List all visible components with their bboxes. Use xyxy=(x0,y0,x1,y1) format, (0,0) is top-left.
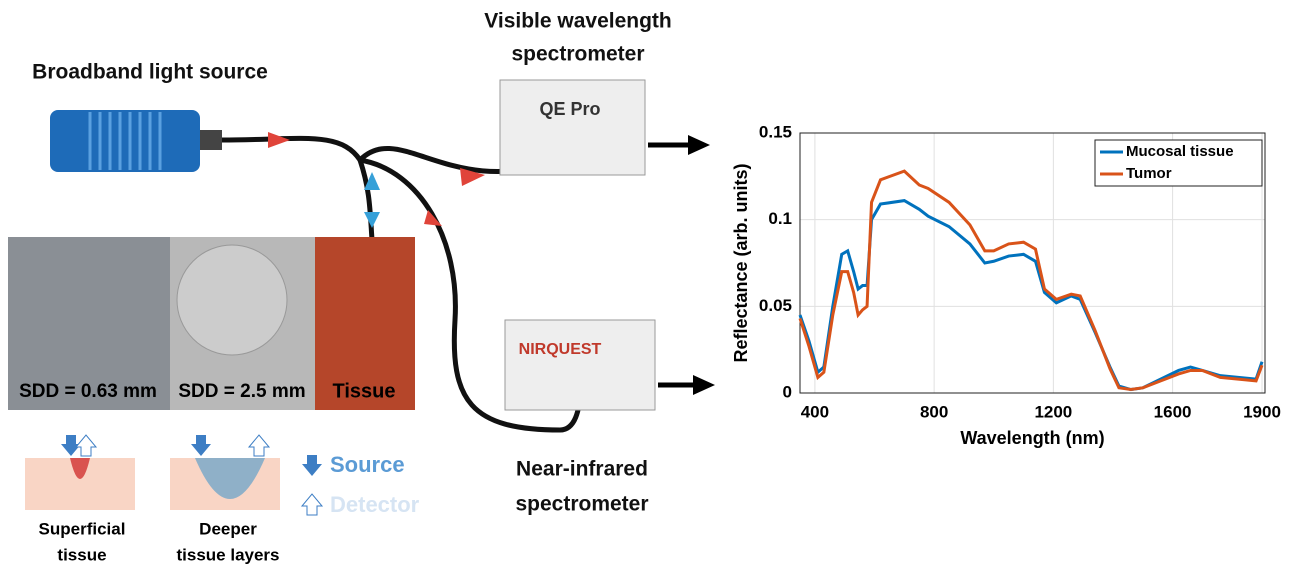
y-axis-label: Reflectance (arb. units) xyxy=(731,163,751,362)
x-tick-label: 1600 xyxy=(1154,402,1192,421)
legend-source: Source xyxy=(330,452,405,477)
visible-label: Visible wavelength xyxy=(484,10,672,33)
sdd-label: SDD = 0.63 mm xyxy=(19,381,157,402)
arrow-heads xyxy=(268,132,485,228)
brand-label: NIRQUEST xyxy=(519,341,602,358)
series-line xyxy=(798,199,1264,392)
x-axis-label: Wavelength (nm) xyxy=(960,428,1104,448)
x-tick-label: 800 xyxy=(920,402,948,421)
x-tick-label: 1900 xyxy=(1243,402,1281,421)
arrow-head xyxy=(688,135,710,155)
x-tick-label: 400 xyxy=(801,402,829,421)
caption: Deeper xyxy=(199,519,257,538)
brand-label: QE Pro xyxy=(539,99,600,119)
visible-label: spectrometer xyxy=(511,43,644,66)
y-tick-label: 0.1 xyxy=(768,209,792,228)
nir-label: spectrometer xyxy=(515,493,648,516)
nir-spectrometer-device xyxy=(504,319,656,411)
y-tick-label: 0.15 xyxy=(759,122,792,141)
photo-tissue xyxy=(315,237,415,410)
photo-probe-small xyxy=(8,237,170,410)
series-line xyxy=(798,169,1264,392)
x-tick-label: 1200 xyxy=(1034,402,1072,421)
legend-label: Tumor xyxy=(1126,165,1172,182)
light-source-label: Broadband light source xyxy=(32,61,268,84)
output-arrows xyxy=(648,142,695,388)
visible-spectrometer-device xyxy=(499,79,646,176)
axes-box xyxy=(799,132,1266,394)
arrow-head xyxy=(693,375,715,395)
y-tick-label: 0.05 xyxy=(759,296,792,315)
legend-box xyxy=(1094,139,1263,187)
caption: Superficial xyxy=(39,519,126,538)
probe-tip xyxy=(176,244,288,356)
caption: tissue layers xyxy=(176,545,279,564)
nir-label: Near-infrared xyxy=(516,458,648,481)
light-path xyxy=(70,458,90,479)
tissue-label: Tissue xyxy=(333,380,396,402)
light-path xyxy=(195,458,265,499)
source-detector-icons xyxy=(61,434,324,516)
sdd-label: SDD = 2.5 mm xyxy=(178,381,305,402)
light-source-fins xyxy=(88,112,162,170)
reflectance-chart: 0 0.05 0.1 0.15 400 800 1200 1600 1900 Wavelength… xyxy=(731,122,1281,447)
y-tick-label: 0 xyxy=(783,382,792,401)
caption: tissue xyxy=(57,545,106,564)
connector xyxy=(200,130,222,150)
legend-label: Mucosal tissue xyxy=(1126,143,1234,160)
legend-detector: Detector xyxy=(330,492,420,517)
light-source-device xyxy=(50,110,200,172)
